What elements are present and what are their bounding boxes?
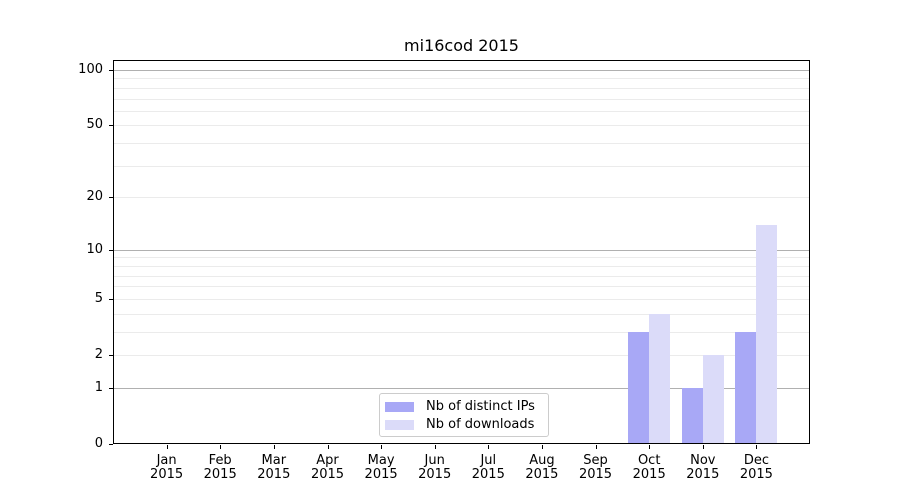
y-gridline-minor: [114, 125, 809, 127]
x-tick: [595, 445, 597, 449]
x-tick-month-label: Sep: [583, 453, 608, 468]
x-tick: [327, 445, 329, 449]
x-tick-month-label: Jun: [424, 453, 445, 468]
y-gridline-minor: [114, 78, 809, 80]
x-tick-year-label: 2015: [739, 467, 773, 482]
x-tick: [702, 445, 704, 449]
x-tick-month-label: Feb: [208, 453, 232, 468]
x-tick-year-label: 2015: [525, 467, 559, 482]
x-tick-month-label: Nov: [690, 453, 716, 468]
y-gridline-minor: [114, 165, 809, 167]
y-gridline-minor: [114, 313, 809, 315]
y-gridline-minor: [114, 298, 809, 300]
bar-downloads-oct: [649, 313, 671, 444]
x-tick: [488, 445, 490, 449]
x-tick-year-label: 2015: [203, 467, 237, 482]
bar-distinct-ips-oct: [628, 331, 650, 444]
legend-item-downloads: Nb of downloads: [385, 416, 548, 434]
y-gridline-minor: [114, 331, 809, 333]
x-tick: [381, 445, 383, 449]
y-gridline-major: [114, 387, 809, 389]
y-tick-label: 5: [94, 290, 103, 306]
x-tick-year-label: 2015: [686, 467, 720, 482]
x-tick-year-label: 2015: [257, 467, 291, 482]
y-gridline-minor: [114, 275, 809, 277]
y-gridline-minor: [114, 98, 809, 100]
y-gridline-minor: [114, 110, 809, 112]
y-gridline-minor: [114, 286, 809, 288]
chart-title: mi16cod 2015: [404, 36, 519, 55]
x-tick-month-label: Aug: [529, 453, 555, 468]
y-gridline-minor: [114, 257, 809, 259]
x-tick: [220, 445, 222, 449]
x-tick: [541, 445, 543, 449]
y-tick-label: 50: [86, 117, 103, 133]
y-tick-label: 1: [94, 379, 103, 395]
x-tick: [756, 445, 758, 449]
y-tick: [109, 70, 113, 71]
y-tick: [109, 387, 113, 389]
y-gridline-minor: [114, 355, 809, 356]
x-tick-year-label: 2015: [310, 467, 345, 482]
legend: Nb of distinct IPs Nb of downloads: [379, 393, 549, 437]
y-tick: [109, 125, 113, 127]
y-tick: [109, 444, 113, 445]
x-tick-year-label: 2015: [471, 467, 505, 482]
x-tick: [649, 445, 651, 449]
y-tick-label: 20: [86, 189, 103, 205]
y-tick-label: 0: [94, 436, 103, 451]
x-tick: [166, 445, 168, 449]
y-tick: [109, 249, 113, 251]
x-tick: [273, 445, 275, 449]
legend-swatch-downloads: [385, 420, 414, 430]
y-gridline-minor: [114, 265, 809, 267]
x-tick-month-label: Dec: [743, 453, 769, 468]
y-tick-label: 10: [86, 241, 103, 257]
y-tick: [109, 355, 113, 356]
y-gridline-major: [114, 249, 809, 251]
y-gridline-major: [114, 70, 809, 71]
legend-label-downloads: Nb of downloads: [426, 417, 535, 432]
legend-item-distinct-ips: Nb of distinct IPs: [385, 398, 548, 416]
x-tick-month-label: Mar: [261, 453, 287, 468]
y-gridline-minor: [114, 87, 809, 89]
x-tick-year-label: 2015: [150, 467, 184, 482]
y-gridline-minor: [114, 143, 809, 145]
y-tick-label: 2: [94, 347, 103, 362]
y-gridline-minor: [114, 197, 809, 199]
y-tick-label: 100: [78, 62, 103, 77]
x-tick: [434, 445, 436, 449]
x-tick-month-label: Jan: [156, 453, 177, 468]
x-tick-month-label: May: [367, 453, 395, 468]
x-tick-year-label: 2015: [632, 467, 666, 482]
x-tick-month-label: Oct: [637, 453, 661, 468]
y-tick: [109, 197, 113, 199]
legend-label-distinct-ips: Nb of distinct IPs: [426, 399, 535, 414]
y-tick: [109, 298, 113, 300]
x-tick-year-label: 2015: [364, 467, 398, 482]
legend-swatch-distinct-ips: [385, 402, 414, 412]
x-tick-month-label: Jul: [480, 453, 497, 468]
bar-downloads-nov: [702, 355, 724, 444]
bar-distinct-ips-dec: [735, 331, 757, 444]
x-tick-month-label: Apr: [316, 453, 339, 468]
bar-distinct-ips-nov: [681, 387, 703, 444]
x-tick-year-label: 2015: [578, 467, 613, 482]
bar-downloads-dec: [756, 224, 778, 444]
x-tick-year-label: 2015: [418, 467, 452, 482]
